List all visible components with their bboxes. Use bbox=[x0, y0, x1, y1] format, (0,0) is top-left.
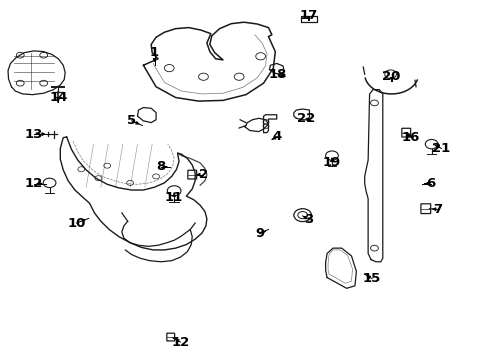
Text: 15: 15 bbox=[363, 272, 381, 285]
Text: 6: 6 bbox=[426, 177, 435, 190]
Text: 10: 10 bbox=[67, 216, 86, 230]
Text: 11: 11 bbox=[165, 192, 183, 204]
Text: 19: 19 bbox=[323, 156, 341, 169]
Text: 13: 13 bbox=[24, 127, 43, 141]
Text: 12: 12 bbox=[25, 177, 43, 190]
Text: 4: 4 bbox=[272, 130, 281, 144]
Text: 5: 5 bbox=[127, 114, 136, 127]
Text: 20: 20 bbox=[382, 70, 401, 83]
Text: 12: 12 bbox=[172, 336, 190, 348]
Text: 17: 17 bbox=[299, 9, 318, 22]
Text: 16: 16 bbox=[402, 131, 420, 144]
Text: 18: 18 bbox=[269, 68, 288, 81]
Text: 1: 1 bbox=[150, 46, 159, 59]
Text: 21: 21 bbox=[432, 142, 450, 155]
Text: 9: 9 bbox=[255, 227, 264, 240]
Text: 8: 8 bbox=[156, 160, 166, 173]
Text: 2: 2 bbox=[199, 168, 208, 181]
Text: 14: 14 bbox=[49, 91, 68, 104]
Text: 7: 7 bbox=[434, 203, 442, 216]
Text: 3: 3 bbox=[304, 213, 313, 226]
Text: 22: 22 bbox=[297, 112, 315, 125]
